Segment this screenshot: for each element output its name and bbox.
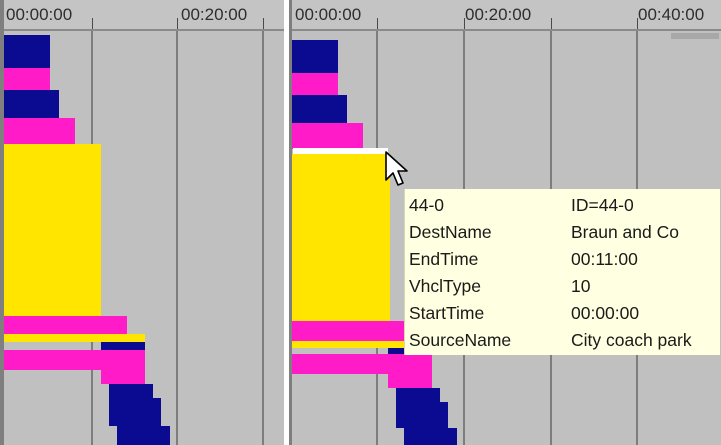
trip-bar[interactable] [292, 123, 363, 149]
trip-bar[interactable] [117, 426, 170, 445]
scroll-thumb[interactable] [671, 33, 719, 39]
trip-bar[interactable] [292, 354, 432, 374]
tooltip-key: EndTime [409, 249, 479, 269]
tick-label: 00:40:00 [638, 5, 705, 24]
tick-label: 00:20:00 [181, 5, 248, 24]
tooltip-value: 00:00:00 [571, 303, 640, 323]
tick-mark [177, 18, 178, 31]
trip-bar[interactable] [292, 341, 404, 348]
ruler-baseline [289, 29, 721, 31]
tick-mark [377, 18, 378, 31]
trip-bar[interactable] [4, 350, 145, 370]
gantt-panel-left[interactable]: 00:00:00 00:20:00 [0, 0, 284, 445]
trip-bar[interactable] [4, 68, 50, 90]
tooltip-value: ID=44-0 [571, 195, 634, 215]
tooltip-value: 10 [571, 276, 591, 296]
tick-mark [464, 18, 465, 31]
trip-bar-selected[interactable] [292, 154, 390, 321]
tick-mark [551, 18, 552, 31]
tick-mark [92, 18, 93, 31]
tooltip-value: 00:11:00 [571, 249, 638, 269]
trip-bar[interactable] [109, 384, 153, 398]
tick-label: 00:00:00 [6, 5, 73, 24]
trip-bar[interactable] [292, 321, 404, 341]
arrow-pointer-icon [385, 151, 408, 186]
trip-bar[interactable] [4, 334, 145, 342]
trip-bar[interactable] [101, 370, 145, 384]
trip-bar[interactable] [292, 40, 338, 73]
tick-mark [637, 18, 638, 31]
trip-bar[interactable] [404, 428, 457, 445]
trip-bar[interactable] [388, 348, 404, 354]
selection-outline [293, 148, 388, 154]
trip-bar[interactable] [4, 118, 75, 144]
trip-bar[interactable] [101, 342, 145, 350]
panel-edge [289, 0, 292, 445]
tooltip-key: StartTime [409, 303, 485, 323]
gridline [176, 31, 178, 445]
tooltip-key: 44-0 [409, 195, 445, 215]
gridline [262, 31, 264, 445]
tooltip-key: VhclType [409, 276, 481, 296]
tooltip-key: SourceName [409, 330, 512, 350]
tooltip-key: DestName [409, 222, 492, 242]
trip-bar[interactable] [388, 374, 432, 388]
tooltip-value: City coach park [571, 330, 692, 350]
tick-mark [263, 18, 264, 31]
time-ruler-right: 00:00:00 00:20:00 00:40:00 [289, 0, 721, 31]
tick-label: 00:00:00 [295, 5, 362, 24]
trip-bar[interactable] [109, 398, 161, 426]
time-ruler-left: 00:00:00 00:20:00 [0, 0, 284, 31]
panel-edge [0, 0, 4, 445]
trip-tooltip: 44-0 ID=44-0 DestName Braun and Co EndTi… [404, 189, 720, 355]
trip-bar[interactable] [396, 402, 448, 428]
trip-bar[interactable] [4, 90, 59, 118]
splitter[interactable] [284, 0, 289, 445]
ruler-baseline [0, 29, 284, 31]
trip-bar[interactable] [4, 316, 127, 334]
tick-label: 00:20:00 [465, 5, 532, 24]
trip-bar[interactable] [292, 73, 338, 95]
tooltip-value: Braun and Co [571, 222, 679, 242]
trip-bar[interactable] [4, 35, 50, 68]
trip-bar[interactable] [292, 95, 347, 123]
trip-bar[interactable] [396, 388, 440, 402]
trip-bar-selected[interactable] [4, 144, 101, 316]
